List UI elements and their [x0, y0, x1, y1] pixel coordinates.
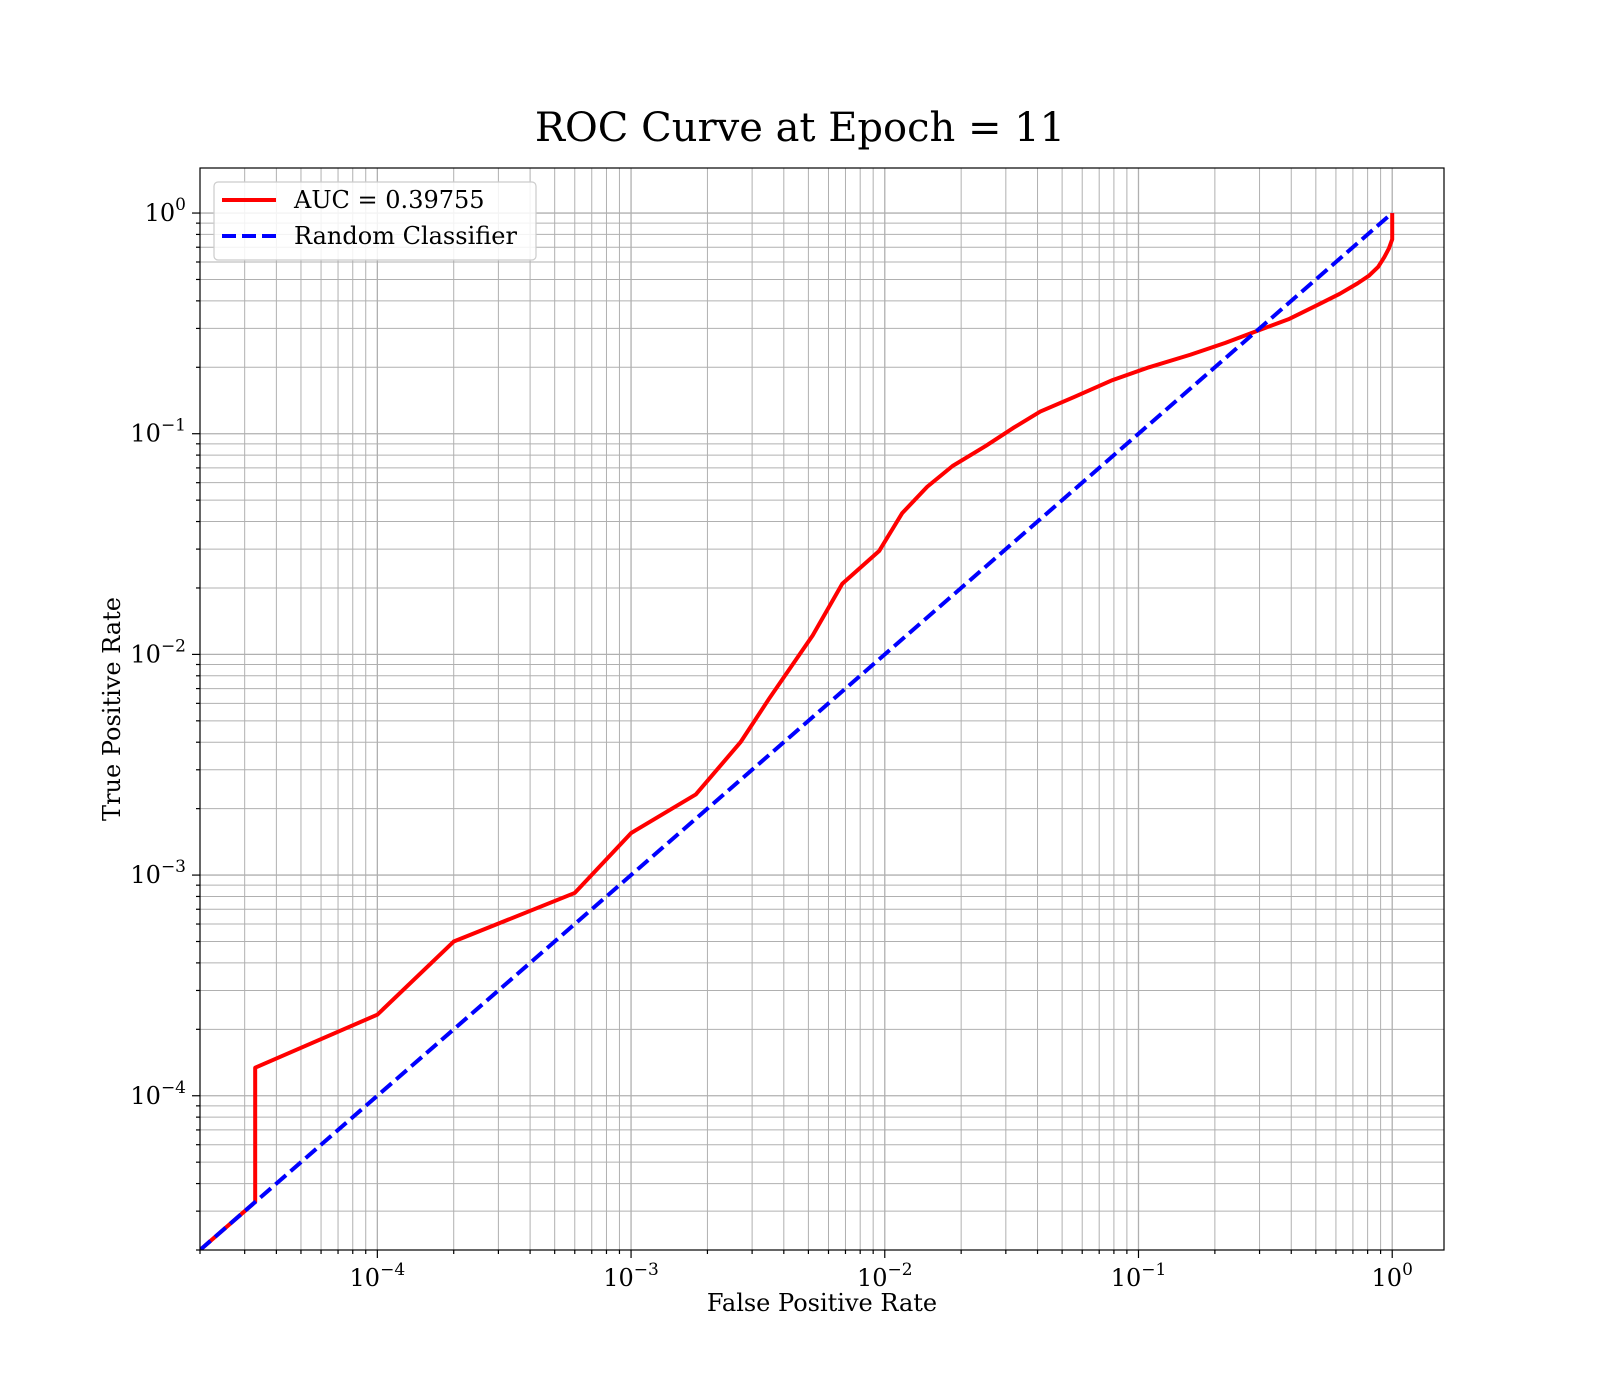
- y-tick-label: 10−2: [130, 636, 186, 668]
- plot-area: [200, 211, 1395, 1250]
- y-axis-label: True Positive Rate: [98, 597, 126, 821]
- y-tick-label: 100: [145, 195, 186, 227]
- random-classifier-line: [200, 211, 1394, 1250]
- x-tick-label: 10−1: [1111, 1260, 1167, 1292]
- legend-label-auc: AUC = 0.39755: [293, 186, 485, 214]
- legend: AUC = 0.39755 Random Classifier: [213, 181, 537, 261]
- plot-frame: [199, 167, 1445, 1251]
- y-tick-label: 10−4: [130, 1078, 186, 1110]
- chart-title: ROC Curve at Epoch = 11: [535, 105, 1065, 151]
- legend-box: [213, 181, 537, 261]
- x-tick-label: 10−4: [350, 1260, 406, 1292]
- x-tick-label: 100: [1372, 1260, 1413, 1292]
- y-tick-label: 10−3: [130, 857, 186, 889]
- legend-label-random: Random Classifier: [294, 222, 517, 250]
- roc-curve-line: [200, 213, 1395, 1250]
- x-tick-label: 10−2: [857, 1260, 913, 1292]
- x-tick-label: 10−3: [603, 1260, 659, 1292]
- grid-lines: [199, 168, 1444, 1251]
- axis-ticks: 10−4 10−3 10−2 10−1 100 10−4 10−3 10−2 10−1 100: [130, 195, 1413, 1292]
- y-tick-label: 10−1: [130, 416, 186, 448]
- x-axis-label: False Positive Rate: [707, 1289, 937, 1317]
